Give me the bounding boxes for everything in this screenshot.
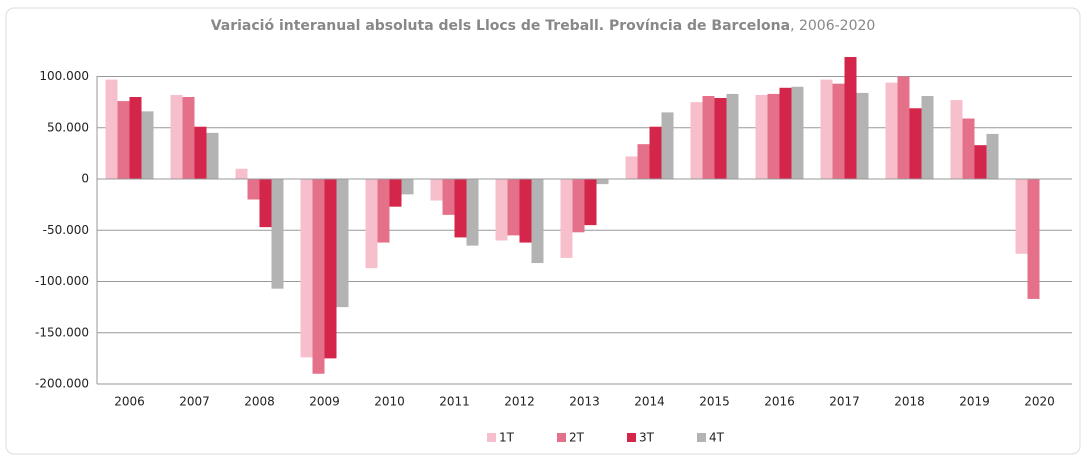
- legend-label: 4T: [709, 431, 725, 445]
- x-tick-label: 2020: [1024, 395, 1055, 409]
- bar: [897, 76, 910, 179]
- bar: [909, 108, 922, 179]
- chart-title-group: Variació interanual absoluta dels Llocs …: [211, 18, 876, 34]
- bar: [495, 179, 508, 241]
- bar: [726, 93, 739, 179]
- bar: [141, 111, 154, 179]
- bar: [767, 93, 780, 179]
- bar: [170, 94, 183, 179]
- bar: [584, 179, 597, 226]
- bar: [247, 179, 260, 200]
- bar: [129, 97, 142, 179]
- bar: [625, 156, 638, 179]
- bar: [714, 98, 727, 179]
- chart-subtitle: , 2006-2020: [790, 18, 875, 34]
- bar: [1015, 179, 1028, 254]
- bar: [921, 95, 934, 179]
- bar: [844, 57, 857, 179]
- bar: [259, 179, 272, 228]
- legend-swatch: [697, 433, 706, 442]
- bar: [596, 179, 609, 185]
- bar: [182, 97, 195, 179]
- bar: [430, 179, 443, 201]
- bar: [519, 179, 532, 243]
- bar: [235, 168, 248, 179]
- bar: [389, 179, 402, 207]
- y-tick-label: -100.000: [35, 274, 89, 288]
- bar: [401, 179, 414, 195]
- bar: [791, 86, 804, 179]
- legend-label: 2T: [569, 431, 585, 445]
- y-tick-label: -200.000: [35, 377, 89, 391]
- bar: [856, 92, 869, 179]
- y-tick-label: 50.000: [47, 120, 89, 134]
- x-tick-label: 2006: [114, 395, 145, 409]
- bar: [755, 94, 768, 179]
- bar: [300, 179, 313, 358]
- bar: [365, 179, 378, 269]
- x-tick-label: 2015: [699, 395, 730, 409]
- x-tick-label: 2007: [179, 395, 210, 409]
- bar: [885, 82, 898, 179]
- x-tick-label: 2012: [504, 395, 535, 409]
- y-tick-label: -50.000: [43, 223, 89, 237]
- bar: [572, 179, 585, 233]
- x-tick-label: 2016: [764, 395, 795, 409]
- bar: [324, 179, 337, 359]
- bar: [507, 179, 520, 236]
- bar: [194, 126, 207, 179]
- x-tick-label: 2011: [439, 395, 470, 409]
- bar: [950, 100, 963, 179]
- bar: [271, 179, 284, 289]
- x-tick-label: 2019: [959, 395, 990, 409]
- bar: [1027, 179, 1040, 299]
- bar: [105, 79, 118, 179]
- bar: [336, 179, 349, 308]
- bar: [312, 179, 325, 374]
- bar: [649, 126, 662, 179]
- x-tick-label: 2017: [829, 395, 860, 409]
- bar: [442, 179, 455, 215]
- bar: [832, 83, 845, 179]
- bar: [117, 101, 130, 179]
- bar: [702, 95, 715, 179]
- legend-swatch: [557, 433, 566, 442]
- x-tick-label: 2008: [244, 395, 275, 409]
- x-tick-label: 2010: [374, 395, 405, 409]
- bar: [206, 132, 219, 179]
- bar: [377, 179, 390, 243]
- y-tick-label: 100.000: [39, 69, 89, 83]
- bar: [986, 133, 999, 179]
- bar: [820, 79, 833, 179]
- bar: [454, 179, 467, 238]
- bar: [690, 102, 703, 179]
- legend-swatch: [627, 433, 636, 442]
- bar: [637, 144, 650, 179]
- y-tick-label: -150.000: [35, 325, 89, 339]
- x-tick-label: 2009: [309, 395, 340, 409]
- bar: [466, 179, 479, 246]
- x-tick-label: 2018: [894, 395, 925, 409]
- legend-label: 1T: [499, 431, 515, 445]
- y-tick-label: 0: [81, 172, 89, 186]
- x-tick-label: 2014: [634, 395, 665, 409]
- x-tick-label: 2013: [569, 395, 600, 409]
- bar: [962, 118, 975, 179]
- bar: [560, 179, 573, 258]
- bar: [531, 179, 544, 264]
- chart-title: Variació interanual absoluta dels Llocs …: [211, 18, 790, 34]
- bar: [661, 112, 674, 179]
- bar: [779, 87, 792, 179]
- bar: [974, 145, 987, 179]
- legend-label: 3T: [639, 431, 655, 445]
- legend-swatch: [487, 433, 496, 442]
